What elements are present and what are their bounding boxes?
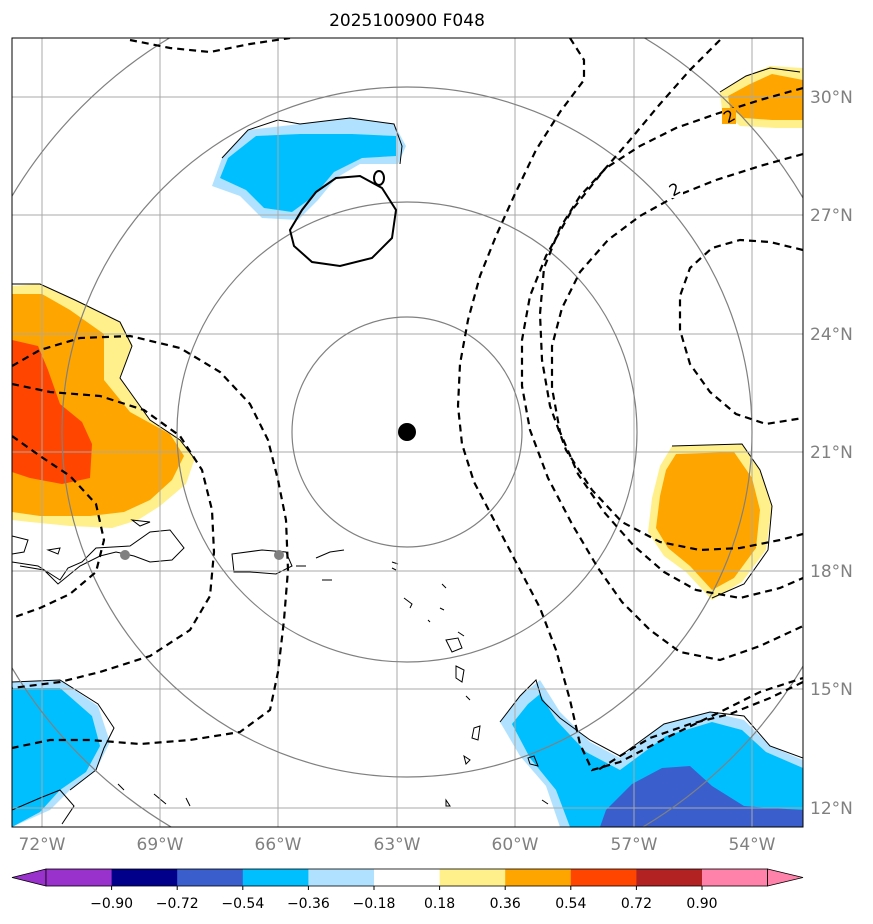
colorbar-frame xyxy=(45,868,768,887)
coast-south-america-east xyxy=(499,679,803,759)
solid-contour-north xyxy=(288,174,398,268)
colorbar-swatch xyxy=(505,869,572,886)
lon-label: 57°W xyxy=(611,835,658,855)
lon-label: 54°W xyxy=(729,835,776,855)
dashed-contour-west-1 xyxy=(12,334,290,750)
plot-area: 0 2 2 xyxy=(12,38,803,827)
range-rings xyxy=(12,38,803,827)
dashed-contour-4 xyxy=(538,86,803,552)
lat-label: 15°N xyxy=(810,680,853,700)
colorbar-swatch xyxy=(46,869,113,886)
colorbar-swatch xyxy=(308,869,375,886)
dashed-contour-west-2 xyxy=(12,382,216,690)
colorbar-swatch xyxy=(111,869,178,886)
coast-outline-ne xyxy=(719,67,801,93)
colorbar-swatch xyxy=(702,869,769,886)
colorbar-swatch xyxy=(177,869,244,886)
lat-label: 24°N xyxy=(810,325,853,345)
colorbar-tick-label: −0.36 xyxy=(287,896,330,912)
positive-field-east-mid xyxy=(656,452,760,590)
lat-label: 27°N xyxy=(810,206,853,226)
colorbar-swatch xyxy=(439,869,506,886)
colorbar-tick-label: −0.54 xyxy=(221,896,264,912)
dashed-contour-west-3 xyxy=(12,435,106,620)
station-marker-puerto-rico xyxy=(274,550,284,560)
colorbar-tick-label: 0.54 xyxy=(555,896,586,912)
negative-field-north-mid xyxy=(220,134,396,212)
coast-puerto-rico xyxy=(231,549,293,575)
lat-label: 18°N xyxy=(810,562,853,582)
range-ring-3 xyxy=(61,86,753,778)
colorbar-tick-label: 0.90 xyxy=(686,896,717,912)
colorbar-swatch xyxy=(242,869,309,886)
lon-label: 72°W xyxy=(19,835,66,855)
coast-lesser-antilles xyxy=(391,561,481,807)
lat-tick-labels: 30°N 27°N 24°N 21°N 18°N 15°N 12°N xyxy=(810,88,853,819)
colorbar-tick-label: −0.90 xyxy=(90,896,133,912)
coast-hispaniola xyxy=(12,529,185,585)
lat-label: 12°N xyxy=(810,799,853,819)
colorbar-swatch xyxy=(636,869,703,886)
contour-label-2-upper: 2 xyxy=(666,179,684,201)
colorbar-tick-label: 0.36 xyxy=(490,896,521,912)
lon-label: 69°W xyxy=(137,835,184,855)
range-ring-2 xyxy=(176,201,638,663)
dashed-contour-east-closed xyxy=(678,238,803,426)
colorbar-swatch xyxy=(570,869,637,886)
colorbar: −0.90 −0.72 −0.54 −0.36 −0.18 0.18 0.36 0.54 0.7… xyxy=(11,868,804,912)
coast-small-se xyxy=(527,755,549,805)
colorbar-swatch xyxy=(374,869,441,886)
plot-frame xyxy=(11,37,804,828)
positive-field-west-high xyxy=(12,340,92,484)
colorbar-tick-label: −0.72 xyxy=(156,896,199,912)
solid-contours xyxy=(288,170,398,268)
negative-field-sw-mid xyxy=(12,688,100,827)
coast-south-america-west xyxy=(12,679,191,825)
lon-label: 63°W xyxy=(374,835,421,855)
lon-label: 60°W xyxy=(492,835,539,855)
lon-label: 66°W xyxy=(255,835,302,855)
coast-island-small-2 xyxy=(130,519,151,527)
dashed-contour-se xyxy=(597,681,803,771)
storm-center-dot xyxy=(398,423,416,441)
range-ring-1 xyxy=(291,316,523,548)
coast-outline-west xyxy=(12,283,195,459)
dashed-contour-top xyxy=(129,38,291,54)
colorbar-extend-low xyxy=(11,868,47,887)
colorbar-tick-label: 0.72 xyxy=(621,896,652,912)
lat-label: 21°N xyxy=(810,443,853,463)
contour-label-2-ne: 2 xyxy=(720,106,738,128)
colorbar-extend-high xyxy=(767,868,804,887)
colorbar-tick-label: −0.18 xyxy=(353,896,396,912)
lat-label: 30°N xyxy=(810,88,853,108)
figure-title: 2025100900 F048 xyxy=(329,11,485,31)
colorbar-tick-label: 0.18 xyxy=(424,896,455,912)
coast-outline-east xyxy=(671,443,773,599)
dashed-contour-2 xyxy=(520,39,803,662)
shaded-fields xyxy=(12,66,803,827)
lon-tick-labels: 72°W 69°W 66°W 63°W 60°W 57°W 54°W xyxy=(19,835,776,855)
coast-island-small-1 xyxy=(46,547,61,555)
negative-field-se-mid xyxy=(512,694,803,827)
coast-virgin-islands xyxy=(296,549,345,581)
coastlines xyxy=(12,67,803,825)
station-marker-hispaniola xyxy=(120,550,130,560)
coast-outline-north xyxy=(221,117,403,165)
dashed-contour-1 xyxy=(456,38,803,772)
